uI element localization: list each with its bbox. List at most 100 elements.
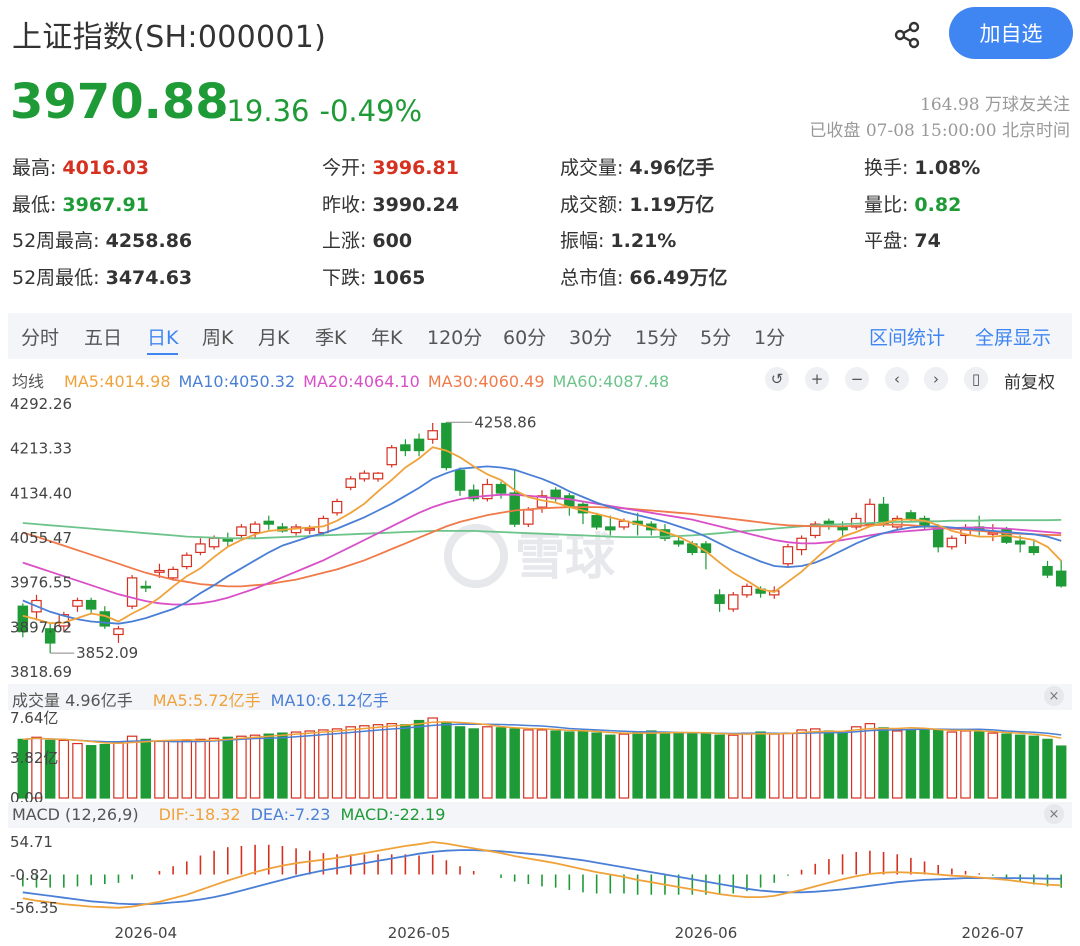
dif-line: [22, 841, 1062, 909]
volume-bar: [304, 730, 315, 799]
close-macd-icon[interactable]: ×: [1044, 804, 1064, 824]
tab-period[interactable]: 五日: [84, 327, 123, 349]
stat-item: 振幅: 1.21%: [560, 226, 676, 253]
tab-period[interactable]: 月K: [258, 327, 290, 349]
candle-body: [1014, 540, 1026, 545]
zoom-in-icon[interactable]: +: [805, 367, 829, 391]
volume-bar: [195, 738, 206, 799]
volume-bar: [605, 734, 616, 799]
stat-value: 1065: [372, 267, 426, 289]
candle-body: [263, 520, 274, 525]
volume-bar: [1055, 745, 1067, 799]
candle-body: [345, 478, 356, 488]
volume-bar: [728, 734, 739, 799]
candle-body: [441, 422, 452, 469]
volume-bar: [550, 730, 561, 799]
volume-bar: [154, 740, 165, 799]
volume-bar: [413, 719, 425, 799]
market-status: 已收盘 07-08 15:00:00 北京时间: [809, 121, 1070, 141]
volume-bar: [386, 723, 397, 799]
volume-bar: [973, 731, 985, 799]
stat-item: 成交额: 1.19万亿: [560, 190, 714, 217]
ma10-line: [22, 465, 1062, 625]
tab-period[interactable]: 15分: [635, 327, 679, 349]
page-title: 上证指数(SH:000001): [12, 20, 327, 55]
tab-period[interactable]: 分时: [21, 327, 60, 349]
prev-icon[interactable]: ‹: [885, 367, 909, 391]
close-volume-icon[interactable]: ×: [1044, 686, 1064, 706]
candle-body: [714, 594, 725, 604]
adjust-mode-toggle[interactable]: 前复权: [1004, 373, 1055, 393]
volume-bar: [222, 736, 234, 799]
tab-period[interactable]: 年K: [371, 327, 403, 349]
volume-bar: [208, 737, 220, 799]
stat-value: 4258.86: [105, 230, 193, 252]
candle-body: [905, 512, 917, 520]
stat-item: 下跌: 1065: [322, 263, 425, 290]
candle-body: [386, 447, 397, 466]
macd-legend: MACD (12,26,9) DIF:-18.32 DEA:-7.23 MACD:-2…: [12, 805, 455, 824]
candle-body: [72, 599, 83, 607]
tab-period[interactable]: 5分: [700, 327, 732, 349]
volume-bar: [126, 735, 138, 799]
candle-body: [195, 543, 206, 554]
period-tabbar: 分时 五日 日K 周K 月K 季K 年K 120分 60分 30分 15分 5分 1分 区间统计 全屏显示: [8, 313, 1072, 359]
volume-bar: [755, 731, 766, 799]
volume-bar: [31, 736, 42, 799]
share-icon[interactable]: [890, 18, 924, 52]
stat-label: 最高:: [12, 157, 57, 179]
candle-type-icon[interactable]: ▯: [964, 367, 988, 391]
candle-body: [454, 469, 466, 491]
next-icon[interactable]: ›: [924, 367, 948, 391]
tab-period[interactable]: 30分: [569, 327, 613, 349]
volume-bar: [564, 731, 575, 799]
fullscreen-link[interactable]: 全屏显示: [975, 327, 1052, 349]
candle-body: [400, 444, 411, 452]
macd-tick-label: -0.82: [10, 866, 49, 884]
change-value: -19.36: [216, 94, 310, 128]
add-watchlist-button[interactable]: 加自选: [949, 7, 1073, 59]
zoom-out-icon[interactable]: −: [845, 367, 869, 391]
stat-item: 总市值: 66.49万亿: [560, 263, 728, 290]
volume-bar: [181, 739, 193, 799]
candle-body: [509, 492, 520, 525]
volume-bar: [277, 732, 288, 799]
tab-period[interactable]: 季K: [315, 327, 347, 349]
low-marker-label: 3852.09: [76, 644, 138, 662]
legend-item: DIF:-18.32: [158, 805, 241, 824]
volume-bar: [72, 742, 83, 799]
date-tick-label: 2026-06: [675, 924, 738, 942]
candle-body: [946, 537, 958, 548]
volume-bar: [1014, 734, 1026, 799]
candle-body: [17, 605, 29, 633]
volume-bar: [167, 740, 179, 799]
range-stats-link[interactable]: 区间统计: [869, 327, 946, 349]
followers-count: 164.98 万球友关注: [920, 95, 1070, 115]
stat-item: 52周最低: 3474.63: [12, 263, 192, 290]
volume-bar: [1001, 733, 1012, 799]
volume-legend: 成交量 4.96亿手 MA5:5.72亿手 MA10:6.12亿手: [12, 687, 399, 711]
volume-bar: [523, 729, 534, 799]
tab-period[interactable]: 周K: [202, 327, 234, 349]
stat-label: 总市值:: [560, 267, 624, 289]
stat-item: 昨收: 3990.24: [322, 190, 459, 217]
date-tick-label: 2026-07: [962, 924, 1025, 942]
tab-period[interactable]: 60分: [503, 327, 547, 349]
volume-bar: [441, 722, 452, 799]
tab-period[interactable]: 120分: [427, 327, 483, 349]
candle-body: [304, 528, 315, 531]
volume-bar: [987, 732, 999, 799]
volume-bar: [850, 726, 862, 799]
candle-body: [181, 554, 193, 568]
tab-period[interactable]: 1分: [754, 327, 786, 349]
candle-body: [208, 537, 220, 548]
back-icon[interactable]: ↺: [765, 367, 789, 391]
volume-bar: [891, 730, 903, 799]
legend-item: MA60:4087.48: [552, 372, 670, 391]
volume-bar: [359, 725, 370, 799]
stat-value: 3990.24: [372, 194, 459, 216]
stat-label: 下跌:: [322, 267, 367, 289]
tab-period[interactable]: 日K: [147, 323, 179, 355]
volume-bar: [372, 724, 384, 799]
